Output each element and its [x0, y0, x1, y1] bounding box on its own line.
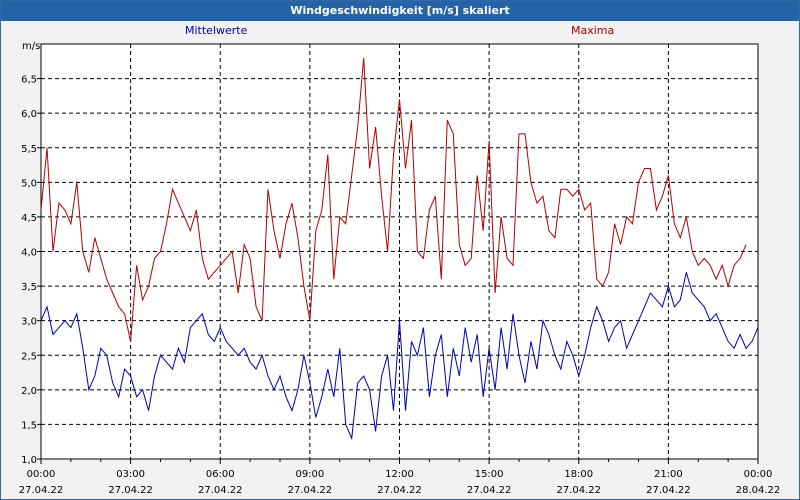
- y-tick-label: 1,0: [21, 455, 37, 466]
- x-tick-time-label: 18:00: [564, 469, 593, 480]
- x-tick-time-label: 06:00: [206, 469, 235, 480]
- series-line-mittelwerte: [40, 272, 759, 441]
- x-tick-date-label: 28.04.22: [736, 485, 781, 496]
- y-tick-label: 4,5: [21, 213, 37, 224]
- legend-mean-label: Mittelwerte: [185, 24, 248, 37]
- x-tick-date-label: 27.04.22: [377, 485, 422, 496]
- x-tick-time-label: 12:00: [385, 469, 414, 480]
- y-tick-label: 2,0: [21, 386, 37, 397]
- y-tick-label: 1,5: [21, 420, 37, 431]
- x-tick-date-label: 27.04.22: [19, 485, 64, 496]
- x-tick-date-label: 27.04.22: [198, 485, 243, 496]
- x-tick-time-label: 00:00: [27, 469, 56, 480]
- x-tick-time-label: 21:00: [654, 469, 683, 480]
- x-tick-time-label: 00:00: [744, 469, 773, 480]
- y-tick-label: 3,5: [21, 282, 37, 293]
- series-line-maxima: [40, 57, 747, 342]
- x-tick-date-label: 27.04.22: [288, 485, 333, 496]
- y-axis-unit: m/s: [22, 41, 40, 52]
- x-tick-date-label: 27.04.22: [108, 485, 153, 496]
- x-tick-date-label: 27.04.22: [467, 485, 512, 496]
- x-tick-time-label: 15:00: [475, 469, 504, 480]
- y-tick-label: 6,5: [21, 75, 37, 86]
- x-tick-date-label: 27.04.22: [646, 485, 691, 496]
- y-tick-label: 2,5: [21, 351, 37, 362]
- y-tick-label: 3,0: [21, 317, 37, 328]
- y-tick-label: 5,5: [21, 144, 37, 155]
- x-tick-date-label: 27.04.22: [556, 485, 601, 496]
- x-tick-time-label: 09:00: [295, 469, 324, 480]
- window-title: Windgeschwindigkeit [m/s] skaliert: [1, 1, 799, 21]
- x-tick-time-label: 03:00: [116, 469, 145, 480]
- legend-max-label: Maxima: [571, 24, 615, 37]
- y-tick-label: 4,0: [21, 248, 37, 259]
- y-tick-label: 5,0: [21, 178, 37, 189]
- y-tick-label: 6,0: [21, 109, 37, 120]
